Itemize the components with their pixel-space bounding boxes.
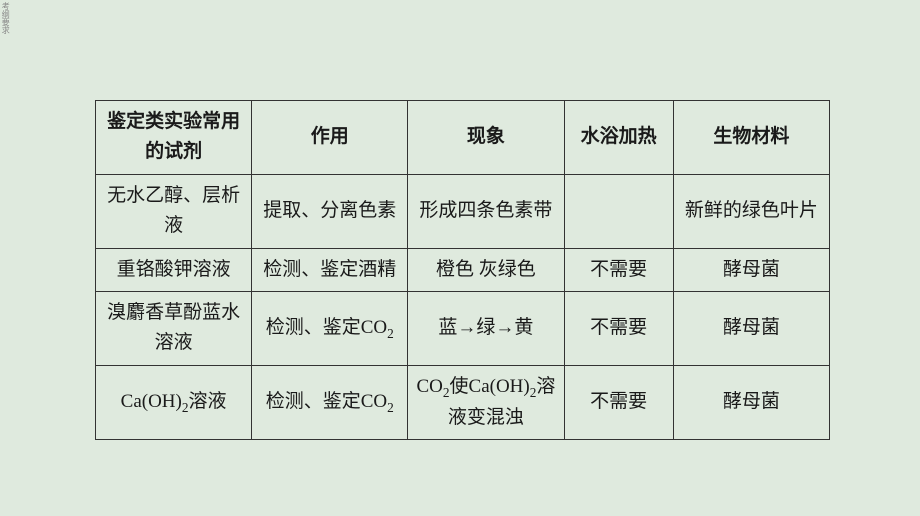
header-phenomenon: 现象	[408, 101, 564, 175]
cell-heating: 不需要	[564, 365, 673, 439]
cell-reagent: 重铬酸钾溶液	[96, 248, 252, 291]
table-header-row: 鉴定类实验常用的试剂 作用 现象 水浴加热 生物材料	[96, 101, 830, 175]
table-row: 溴麝香草酚蓝水溶液 检测、鉴定CO2 蓝→绿→黄 不需要 酵母菌	[96, 291, 830, 365]
cell-function: 检测、鉴定酒精	[252, 248, 408, 291]
header-reagent: 鉴定类实验常用的试剂	[96, 101, 252, 175]
cell-function: 提取、分离色素	[252, 174, 408, 248]
cell-phenomenon: 形成四条色素带	[408, 174, 564, 248]
cell-heating: 不需要	[564, 248, 673, 291]
header-material: 生物材料	[673, 101, 829, 175]
table-row: Ca(OH)2溶液 检测、鉴定CO2 CO2使Ca(OH)2溶液变混浊 不需要 …	[96, 365, 830, 439]
header-function: 作用	[252, 101, 408, 175]
cell-function: 检测、鉴定CO2	[252, 365, 408, 439]
cell-heating	[564, 174, 673, 248]
cell-phenomenon: CO2使Ca(OH)2溶液变混浊	[408, 365, 564, 439]
cell-material: 酵母菌	[673, 291, 829, 365]
cell-function: 检测、鉴定CO2	[252, 291, 408, 365]
cell-heating: 不需要	[564, 291, 673, 365]
cell-reagent: Ca(OH)2溶液	[96, 365, 252, 439]
table-row: 无水乙醇、层析液 提取、分离色素 形成四条色素带 新鲜的绿色叶片	[96, 174, 830, 248]
cell-reagent: 无水乙醇、层析液	[96, 174, 252, 248]
cell-material: 酵母菌	[673, 248, 829, 291]
reagent-table: 鉴定类实验常用的试剂 作用 现象 水浴加热 生物材料 无水乙醇、层析液 提取、分…	[95, 100, 830, 440]
cell-reagent: 溴麝香草酚蓝水溶液	[96, 291, 252, 365]
cell-material: 新鲜的绿色叶片	[673, 174, 829, 248]
cell-phenomenon: 橙色 灰绿色	[408, 248, 564, 291]
cell-phenomenon: 蓝→绿→黄	[408, 291, 564, 365]
cell-material: 酵母菌	[673, 365, 829, 439]
corner-mark: 考纲要求	[2, 2, 9, 34]
table-row: 重铬酸钾溶液 检测、鉴定酒精 橙色 灰绿色 不需要 酵母菌	[96, 248, 830, 291]
table-container: 鉴定类实验常用的试剂 作用 现象 水浴加热 生物材料 无水乙醇、层析液 提取、分…	[0, 0, 920, 440]
header-heating: 水浴加热	[564, 101, 673, 175]
